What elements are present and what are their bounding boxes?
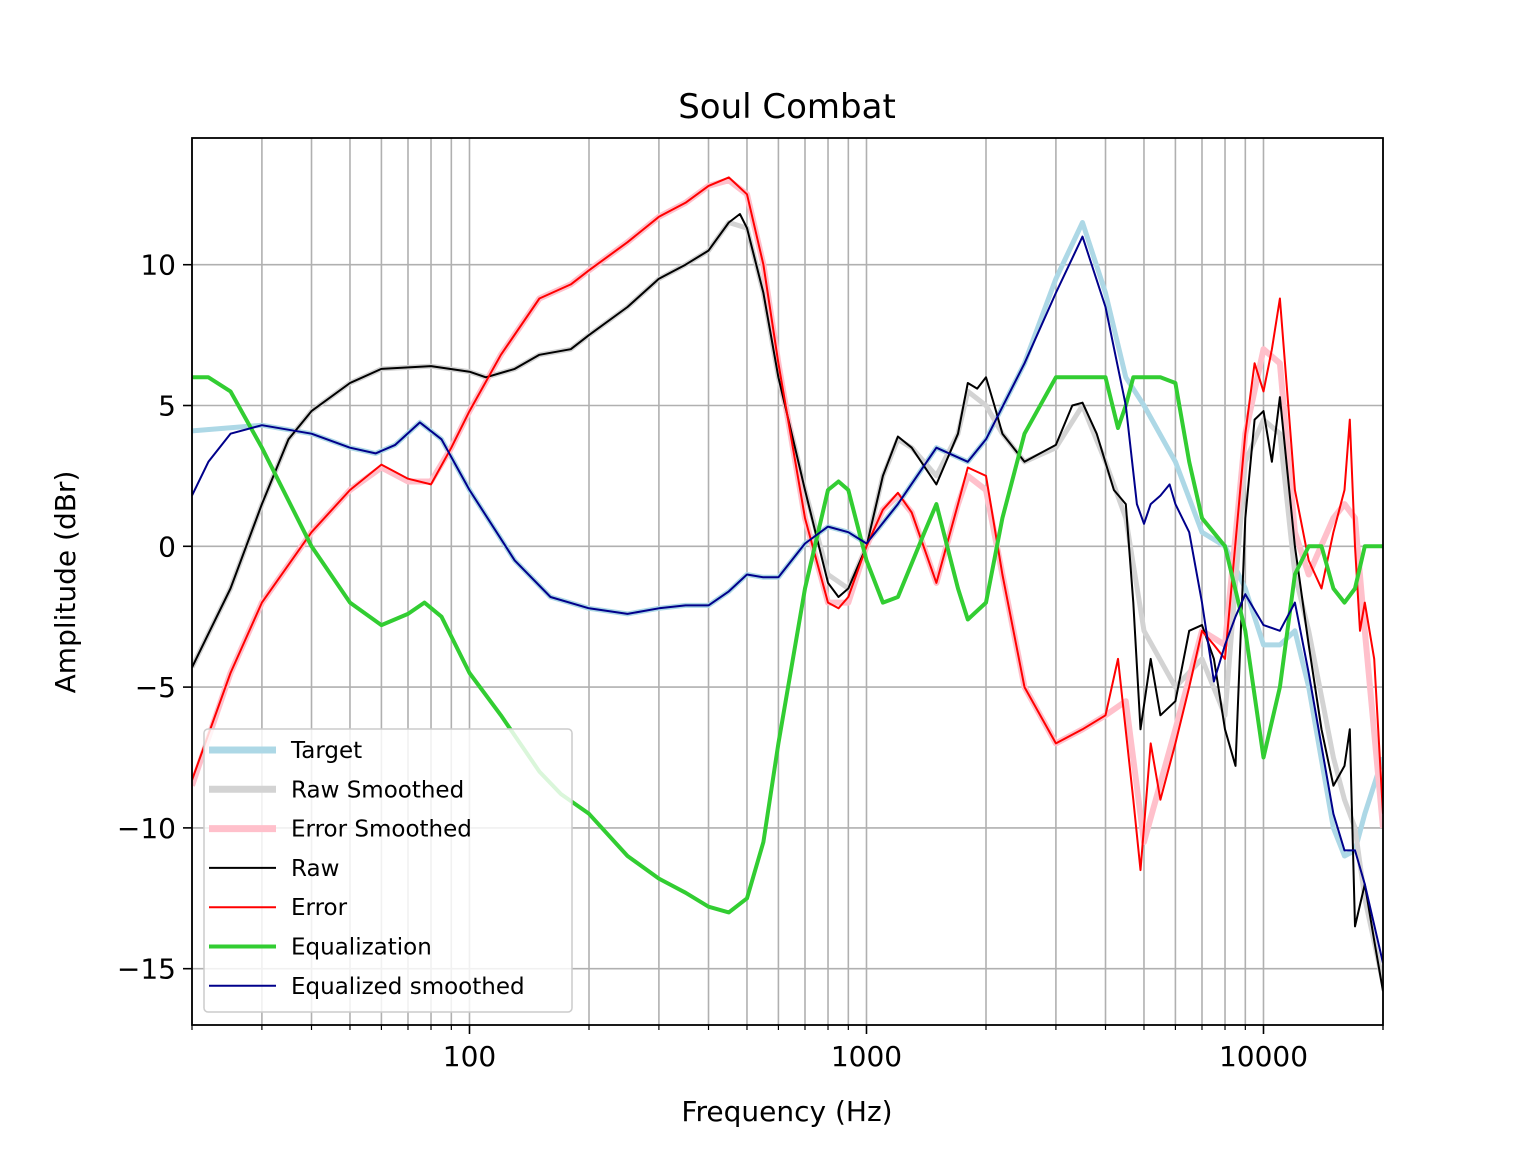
chart-title: Soul Combat: [678, 87, 896, 127]
x-tick-label: 1000: [831, 1040, 902, 1073]
series-line-error: [192, 176, 1383, 872]
legend-label: Error: [291, 895, 348, 921]
legend-label: Target: [290, 738, 362, 764]
plot-frame: [191, 137, 1384, 1026]
y-tick-label: 10: [140, 249, 176, 282]
x-axis-label: Frequency (Hz): [681, 1095, 892, 1128]
legend-label: Raw Smoothed: [291, 777, 464, 803]
x-tick-label: 100: [443, 1040, 496, 1073]
series-group: [192, 176, 1383, 992]
y-tick-label: −5: [135, 671, 176, 704]
legend-label: Equalization: [291, 935, 432, 961]
y-tick-label: 0: [158, 530, 176, 563]
y-tick-label: −10: [117, 812, 176, 845]
y-tick-label: 5: [158, 390, 176, 423]
legend-label: Equalized smoothed: [291, 974, 525, 1000]
series-line-raw: [192, 213, 1383, 992]
x-tick-label: 10000: [1219, 1040, 1308, 1073]
y-tick-label: −15: [117, 953, 176, 986]
legend-box: [203, 728, 573, 1013]
legend-label: Error Smoothed: [291, 817, 472, 843]
legend: Target Raw Smoothed Error Smoothed Raw Error…: [203, 728, 573, 1013]
legend-label: Raw: [291, 856, 339, 882]
axis-ticks: 100 1000 10000 10 5 0 −5 −10 −15: [117, 249, 1384, 1073]
series-line-equalized-smoothed: [192, 235, 1383, 964]
series-line-equalization: [192, 375, 1383, 915]
y-axis-label: Amplitude (dBr): [49, 471, 82, 694]
